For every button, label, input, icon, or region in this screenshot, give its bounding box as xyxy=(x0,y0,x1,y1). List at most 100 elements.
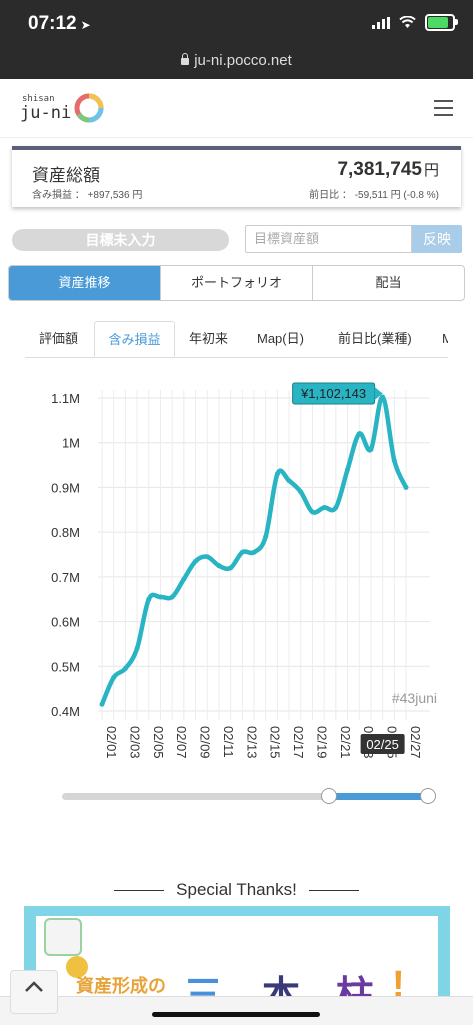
data-point xyxy=(345,467,351,473)
x-tick-label: 02/13 xyxy=(244,726,259,759)
special-thanks-heading: Special Thanks! xyxy=(0,880,473,900)
data-point xyxy=(309,509,315,515)
unrealized-gain-line-chart[interactable]: 0.4M 0.5M 0.6M 0.7M 0.8M 0.9M 1M 1.1M 02/01 02/0… xyxy=(0,370,473,780)
location-arrow-icon: ➤ xyxy=(80,18,91,32)
unrealized-gain-text: 含み損益 ： +897,536 円 xyxy=(32,190,143,201)
total-assets-label: 資産総額 xyxy=(32,166,100,185)
y-axis-ticks: 0.4M 0.5M 0.6M 0.7M 0.8M 0.9M 1M 1.1M xyxy=(51,391,80,719)
x-tick-label: 02/01 xyxy=(104,726,119,759)
x-tick-label: 02/09 xyxy=(198,726,213,759)
chart-grid xyxy=(98,390,430,720)
data-point xyxy=(169,594,175,600)
data-point xyxy=(391,458,397,464)
total-assets-value: 7,381,745 円 xyxy=(337,159,439,180)
data-point xyxy=(251,549,257,555)
lock-icon xyxy=(181,53,190,65)
mascot-avatar xyxy=(44,918,82,956)
subtab-valuation[interactable]: 評価額 xyxy=(39,331,79,346)
tooltip-date-text: 02/25 xyxy=(366,737,399,752)
status-bar: 07:12 ➤ xyxy=(0,0,473,46)
subtab-unrealized-gain[interactable]: 含み損益 xyxy=(94,321,175,357)
banner-char-4: ! xyxy=(392,964,405,1006)
y-tick-label: 0.7M xyxy=(51,570,80,585)
data-point xyxy=(228,565,234,571)
y-tick-label: 0.5M xyxy=(51,659,80,674)
data-point xyxy=(99,701,105,707)
chart-watermark: #43juni xyxy=(392,690,437,706)
x-tick-label: 02/03 xyxy=(127,726,142,759)
menu-icon[interactable] xyxy=(434,100,453,121)
data-point xyxy=(274,471,280,477)
asset-summary-card: 資産総額 7,381,745 円 含み損益 ： +897,536 円 前日比 ： … xyxy=(12,146,461,207)
day-change-text: 前日比 ： -59,511 円 (-0.8 %) xyxy=(309,190,439,201)
data-point xyxy=(111,674,117,680)
logo-main-text[interactable]: ju-ni xyxy=(20,103,72,123)
y-tick-label: 1.1M xyxy=(51,391,80,406)
slider-handle-end[interactable] xyxy=(420,788,436,804)
main-tabs: 資産推移 ポートフォリオ 配当 xyxy=(8,265,465,301)
target-status-pill[interactable]: 目標未入力 xyxy=(12,229,229,251)
data-point xyxy=(216,563,222,569)
data-point xyxy=(122,666,128,672)
browser-bottom-bar xyxy=(0,996,473,1025)
x-tick-label: 02/17 xyxy=(291,726,306,759)
y-tick-label: 0.9M xyxy=(51,480,80,495)
status-icons xyxy=(372,14,458,31)
y-tick-label: 1M xyxy=(62,436,80,451)
data-point xyxy=(239,549,245,555)
subtab-map-daily[interactable]: Map(日) xyxy=(257,331,304,346)
data-point xyxy=(333,505,339,511)
y-tick-label: 0.6M xyxy=(51,615,80,630)
tab-asset-history[interactable]: 資産推移 xyxy=(9,266,160,300)
data-point xyxy=(286,478,292,484)
x-tick-label: 02/27 xyxy=(408,726,423,759)
data-point xyxy=(134,645,140,651)
slider-handle-start[interactable] xyxy=(321,788,338,804)
coin-icon xyxy=(66,956,88,978)
chart-sub-tabs: 評価額 含み損益 年初来 Map(日) 前日比(業種) M xyxy=(25,321,448,358)
banner-subtitle: 資産形成の xyxy=(76,976,166,996)
chevron-up-icon xyxy=(25,981,43,992)
tab-dividend[interactable]: 配当 xyxy=(312,266,464,300)
data-point xyxy=(380,394,386,400)
data-point xyxy=(321,505,327,511)
x-tick-label: 02/07 xyxy=(174,726,189,759)
target-amount-input[interactable]: 目標資産額 xyxy=(245,225,412,253)
data-point xyxy=(298,489,304,495)
subtab-day-change-sector[interactable]: 前日比(業種) xyxy=(338,331,412,346)
clock: 07:12 ➤ xyxy=(28,13,91,34)
site-header: shisan ju-ni xyxy=(0,79,473,138)
data-point xyxy=(146,596,152,602)
data-point xyxy=(356,431,362,437)
signal-icon xyxy=(372,16,390,29)
data-point xyxy=(157,594,163,600)
url-bar[interactable]: ju-ni.pocco.net xyxy=(0,46,473,79)
data-point xyxy=(181,576,187,582)
apply-target-button[interactable]: 反映 xyxy=(412,225,462,253)
data-point xyxy=(204,554,210,560)
data-point xyxy=(403,484,409,490)
tooltip-value: ¥1,102,143 xyxy=(292,382,383,405)
battery-icon xyxy=(425,14,458,31)
date-range-slider[interactable] xyxy=(62,787,436,807)
logo-ring-icon xyxy=(74,93,104,123)
data-point xyxy=(193,558,199,564)
tab-portfolio[interactable]: ポートフォリオ xyxy=(160,266,312,300)
url-text: ju-ni.pocco.net xyxy=(194,52,292,69)
scroll-top-button[interactable] xyxy=(10,970,58,1014)
x-tick-label: 02/05 xyxy=(151,726,166,759)
data-point xyxy=(263,534,269,540)
y-tick-label: 0.8M xyxy=(51,525,80,540)
x-tick-label: 02/19 xyxy=(314,726,329,759)
slider-selected-range[interactable] xyxy=(329,793,428,800)
subtab-more[interactable]: M xyxy=(442,321,448,357)
home-indicator xyxy=(152,1012,320,1017)
slider-track[interactable] xyxy=(62,793,428,800)
tooltip-date: 02/25 xyxy=(360,734,405,754)
x-tick-label: 02/15 xyxy=(268,726,283,759)
y-tick-label: 0.4M xyxy=(51,704,80,719)
tooltip-value-text: ¥1,102,143 xyxy=(300,386,366,401)
x-tick-label: 02/21 xyxy=(338,726,353,759)
data-point xyxy=(368,446,374,452)
subtab-ytd[interactable]: 年初来 xyxy=(189,331,229,346)
